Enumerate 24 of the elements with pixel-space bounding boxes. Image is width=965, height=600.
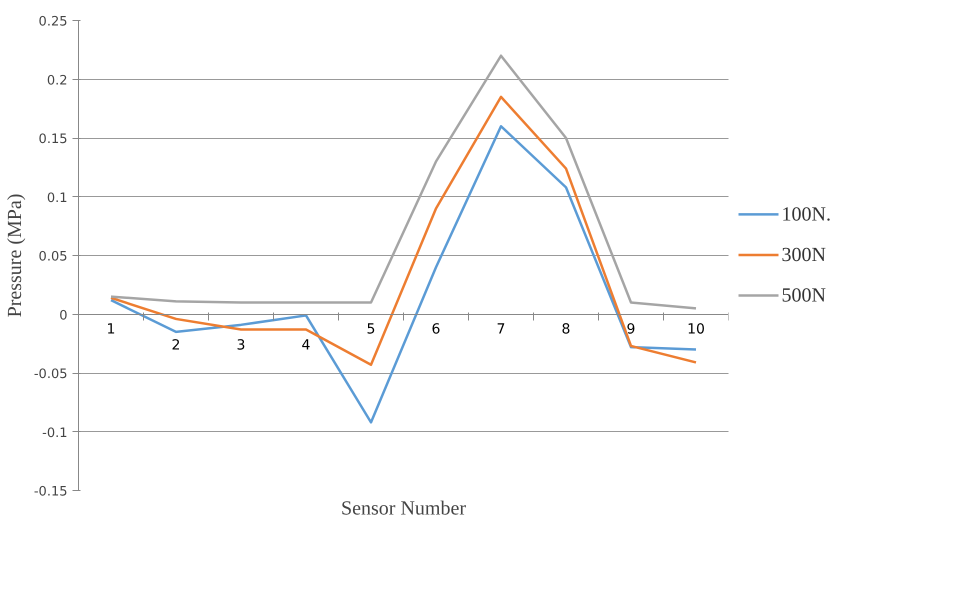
y-tick-label: 0.2 [46, 73, 68, 88]
y-tick-label: 0.05 [38, 250, 68, 264]
x-tick-label: 4 [302, 337, 311, 354]
x-tick-label: 1 [106, 321, 116, 338]
y-tick-label: 0 [59, 308, 68, 324]
y-tick-label: -0.1 [42, 426, 68, 441]
x-tick-label: 5 [366, 321, 376, 338]
y-axis-title: Pressure (MPa) [4, 194, 26, 318]
legend-label: 100N. [782, 203, 831, 226]
legend-label: 300N [782, 244, 826, 266]
x-tick-label: 3 [236, 337, 246, 354]
y-tick-label: 0.1 [46, 190, 68, 206]
y-tick-label: -0.05 [34, 367, 68, 382]
y-tick-label: 0.15 [38, 132, 68, 147]
x-tick-label: 8 [562, 321, 570, 338]
x-tick-label: 2 [172, 337, 180, 354]
legend-label: 500N [782, 284, 826, 307]
x-axis-title: Sensor Number [341, 498, 466, 520]
x-tick-label: 10 [687, 321, 705, 338]
y-tick-label: -0.15 [34, 484, 68, 500]
x-tick-label: 7 [496, 321, 506, 338]
x-tick-label: 6 [432, 321, 441, 338]
x-tick-label: 9 [626, 321, 636, 338]
y-tick-label: 0.25 [38, 14, 68, 30]
